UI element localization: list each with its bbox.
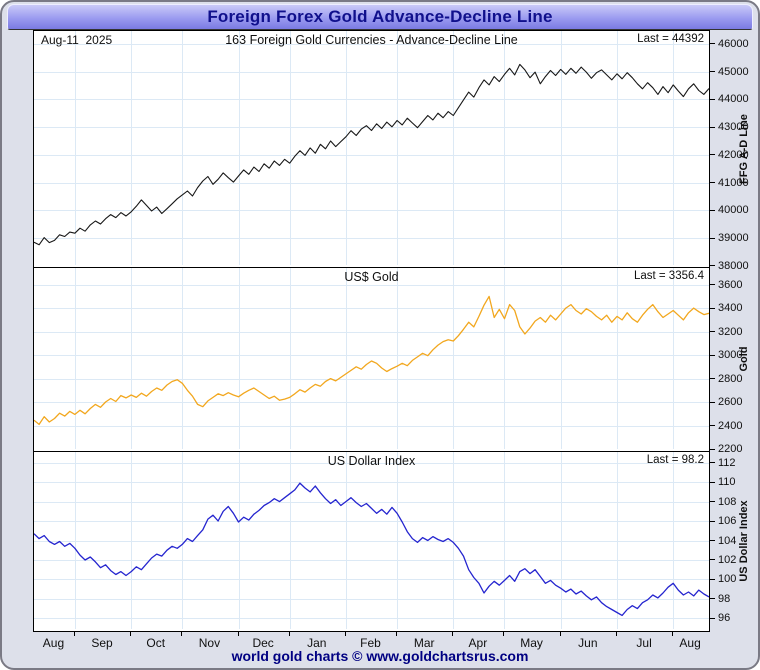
x-tick-label-month: Mar xyxy=(413,636,435,650)
y-tick-label: 104 xyxy=(710,535,736,547)
tick-mark xyxy=(710,378,715,380)
y-tick-label: 42000 xyxy=(710,149,749,161)
data-series-line xyxy=(34,295,709,426)
y-tick-label: 2200 xyxy=(710,443,742,455)
x-tick-label-month: Dec xyxy=(252,636,274,650)
tick-mark xyxy=(710,617,715,619)
x-tick-label-month: Aug xyxy=(679,636,701,650)
x-tick-mark xyxy=(452,632,453,636)
y-tick-label: 44000 xyxy=(710,93,749,105)
x-tick-mark xyxy=(503,632,504,636)
y-tick-label: 3200 xyxy=(710,326,742,338)
y-tick-label: 46000 xyxy=(710,38,749,50)
panel-gold-chart: US$ Gold Last = 3356.4 xyxy=(33,267,710,452)
x-tick-label-month: Nov xyxy=(198,636,221,650)
data-series-line xyxy=(34,63,709,246)
data-series-line xyxy=(34,482,709,617)
x-tick-label-month: Jul xyxy=(636,636,652,650)
page-title: Foreign Forex Gold Advance-Decline Line xyxy=(207,7,553,26)
y-tick-label: 2800 xyxy=(710,373,742,385)
x-tick-mark xyxy=(616,632,617,636)
tick-mark xyxy=(710,182,715,184)
y-axis-title-usd-index: US Dollar Index xyxy=(738,500,750,582)
x-tick-label-month: Oct xyxy=(146,636,166,650)
tick-mark xyxy=(710,284,715,286)
tick-mark xyxy=(710,307,715,309)
y-tick-label: 2400 xyxy=(710,420,742,432)
tick-mark xyxy=(710,209,715,211)
tick-mark xyxy=(710,126,715,128)
tick-mark xyxy=(710,401,715,403)
x-tick-label-month: Sep xyxy=(91,636,113,650)
line-chart-svg xyxy=(34,31,709,265)
tick-mark xyxy=(710,354,715,356)
x-tick-mark xyxy=(238,632,239,636)
y-tick-label: 106 xyxy=(710,515,736,527)
x-tick-label-month: Jun xyxy=(578,636,598,650)
y-tick-label: 38000 xyxy=(710,260,749,272)
x-tick-mark xyxy=(74,632,75,636)
tick-mark xyxy=(710,559,715,561)
y-tick-label: 108 xyxy=(710,496,736,508)
x-tick-mark xyxy=(396,632,397,636)
y-tick-label: 112 xyxy=(710,457,736,469)
x-tick-mark xyxy=(181,632,182,636)
y-tick-label: 3400 xyxy=(710,302,742,314)
tick-mark xyxy=(710,43,715,45)
tick-mark xyxy=(710,237,715,239)
panel-adline-chart: Aug-11 2025 163 Foreign Gold Currencies … xyxy=(33,30,710,268)
tick-mark xyxy=(710,598,715,600)
x-tick-label-month: Aug xyxy=(42,636,65,650)
tick-mark xyxy=(710,520,715,522)
tick-mark xyxy=(710,154,715,156)
tick-mark xyxy=(710,265,715,267)
y-tick-label: 96 xyxy=(710,612,730,624)
y-tick-label: 98 xyxy=(710,593,730,605)
tick-mark xyxy=(710,481,715,483)
x-tick-mark xyxy=(345,632,346,636)
tick-mark xyxy=(710,71,715,73)
x-tick-mark xyxy=(560,632,561,636)
y-tick-label: 41000 xyxy=(710,177,749,189)
x-tick-label-month: Feb xyxy=(360,636,381,650)
tick-mark xyxy=(710,540,715,541)
y-tick-label: 39000 xyxy=(710,232,749,244)
x-tick-mark xyxy=(672,632,673,636)
footer-credit: world gold charts © www.goldchartsrus.co… xyxy=(231,648,529,664)
tick-mark xyxy=(710,98,715,100)
y-tick-label: 102 xyxy=(710,554,736,566)
x-tick-mark xyxy=(130,632,131,636)
x-tick-label-month: May xyxy=(520,636,543,650)
y-tick-label: 3000 xyxy=(710,349,742,361)
tick-mark xyxy=(710,462,715,464)
tick-mark xyxy=(710,578,715,580)
line-chart-svg xyxy=(34,452,709,629)
panel-usd-index-chart: US Dollar Index Last = 98.2 xyxy=(33,451,710,632)
y-tick-label: 40000 xyxy=(710,204,749,216)
tick-mark xyxy=(710,448,715,450)
x-tick-label-month: Apr xyxy=(468,636,488,650)
y-tick-label: 3600 xyxy=(710,279,742,291)
tick-mark xyxy=(710,425,715,427)
x-tick-mark xyxy=(289,632,290,636)
y-tick-label: 45000 xyxy=(710,66,749,78)
line-chart-svg xyxy=(34,268,709,449)
y-tick-label: 100 xyxy=(710,573,736,585)
x-tick-label-month: Jan xyxy=(307,636,327,650)
tick-mark xyxy=(710,501,715,503)
y-tick-label: 43000 xyxy=(710,121,749,133)
y-tick-label: 2600 xyxy=(710,396,742,408)
window-title-bar: Foreign Forex Gold Advance-Decline Line xyxy=(7,4,753,30)
y-tick-label: 110 xyxy=(710,476,736,488)
tick-mark xyxy=(710,331,715,333)
